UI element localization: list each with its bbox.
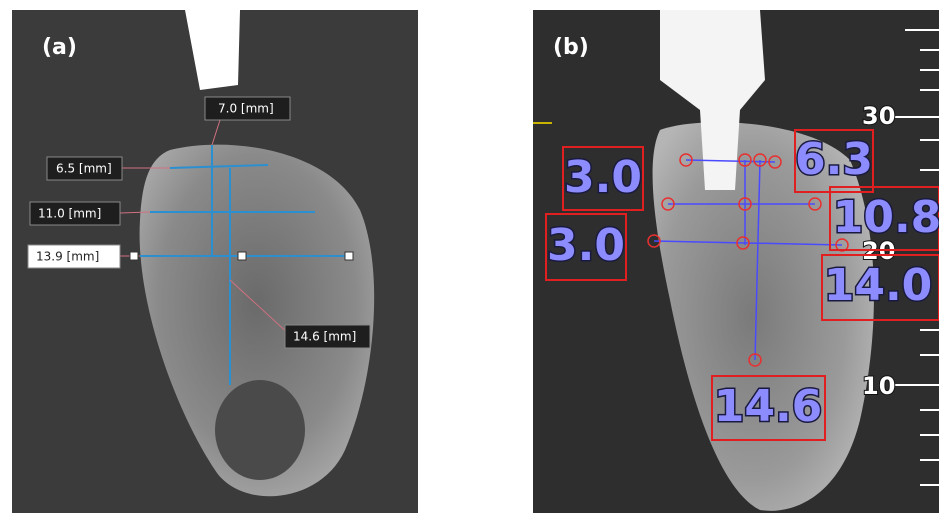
panel-a: (a) 7.0 [mm] 6.5 [mm] 11.0 [mm] 13.9 [mm… bbox=[12, 10, 418, 513]
panel-b: 30 20 10 (b) 3.0 3.0 6.3 10.8 14.0 14.6 bbox=[533, 10, 939, 513]
measurement: 14.6 [mm] bbox=[293, 330, 356, 344]
measurement: 13.9 [mm] bbox=[36, 250, 99, 264]
scale-label: 30 bbox=[862, 102, 895, 130]
measurement: 6.3 bbox=[795, 134, 873, 185]
measurement: 14.6 bbox=[714, 381, 823, 432]
measurement: 3.0 bbox=[547, 220, 625, 271]
measurement: 7.0 [mm] bbox=[218, 102, 274, 116]
measurement: 6.5 [mm] bbox=[56, 162, 112, 176]
canal bbox=[215, 380, 305, 480]
figure: (a) 7.0 [mm] 6.5 [mm] 11.0 [mm] 13.9 [mm… bbox=[0, 0, 939, 515]
measurement: 14.0 bbox=[824, 260, 933, 311]
panel-label: (a) bbox=[42, 35, 77, 60]
scale-label: 10 bbox=[862, 372, 895, 400]
measurement: 11.0 [mm] bbox=[38, 207, 101, 221]
measurement: 3.0 bbox=[564, 152, 642, 203]
panel-label: (b) bbox=[553, 35, 589, 60]
measurement: 10.8 bbox=[833, 192, 939, 243]
